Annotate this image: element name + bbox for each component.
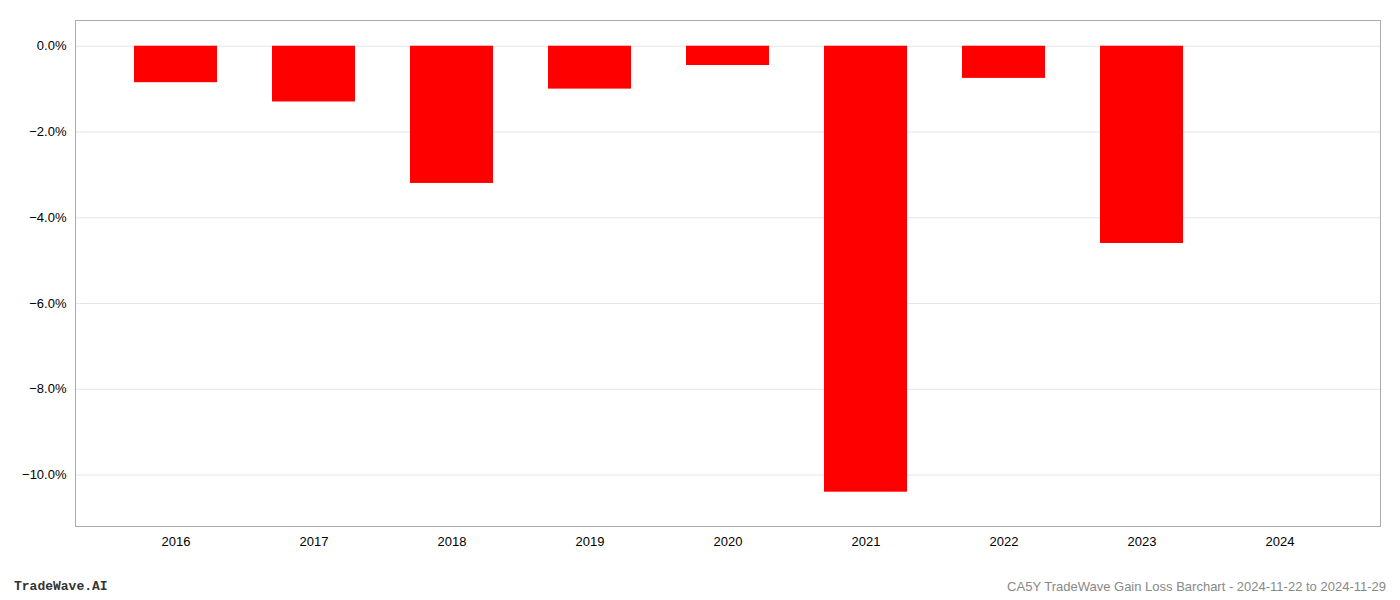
svg-text:2017: 2017 (300, 534, 329, 549)
svg-text:2018: 2018 (438, 534, 467, 549)
svg-text:2023: 2023 (1128, 534, 1157, 549)
svg-text:2024: 2024 (1266, 534, 1295, 549)
svg-text:−10.0%: −10.0% (22, 467, 67, 482)
svg-text:2016: 2016 (162, 534, 191, 549)
svg-text:0.0%: 0.0% (37, 38, 67, 53)
html-text:CA5Y TradeWave Gain Loss Barch: CA5Y TradeWave Gain Loss Barchart - 2024… (1007, 579, 1386, 594)
svg-text:2022: 2022 (990, 534, 1019, 549)
svg-text:−4.0%: −4.0% (29, 210, 67, 225)
svg-text:2020: 2020 (714, 534, 743, 549)
svg-text:−2.0%: −2.0% (29, 124, 67, 139)
svg-text:2019: 2019 (576, 534, 605, 549)
svg-text:−6.0%: −6.0% (29, 296, 67, 311)
svg-text:2021: 2021 (852, 534, 881, 549)
svg-text:−8.0%: −8.0% (29, 381, 67, 396)
html-text:TradeWave.AI: TradeWave.AI (14, 579, 108, 594)
